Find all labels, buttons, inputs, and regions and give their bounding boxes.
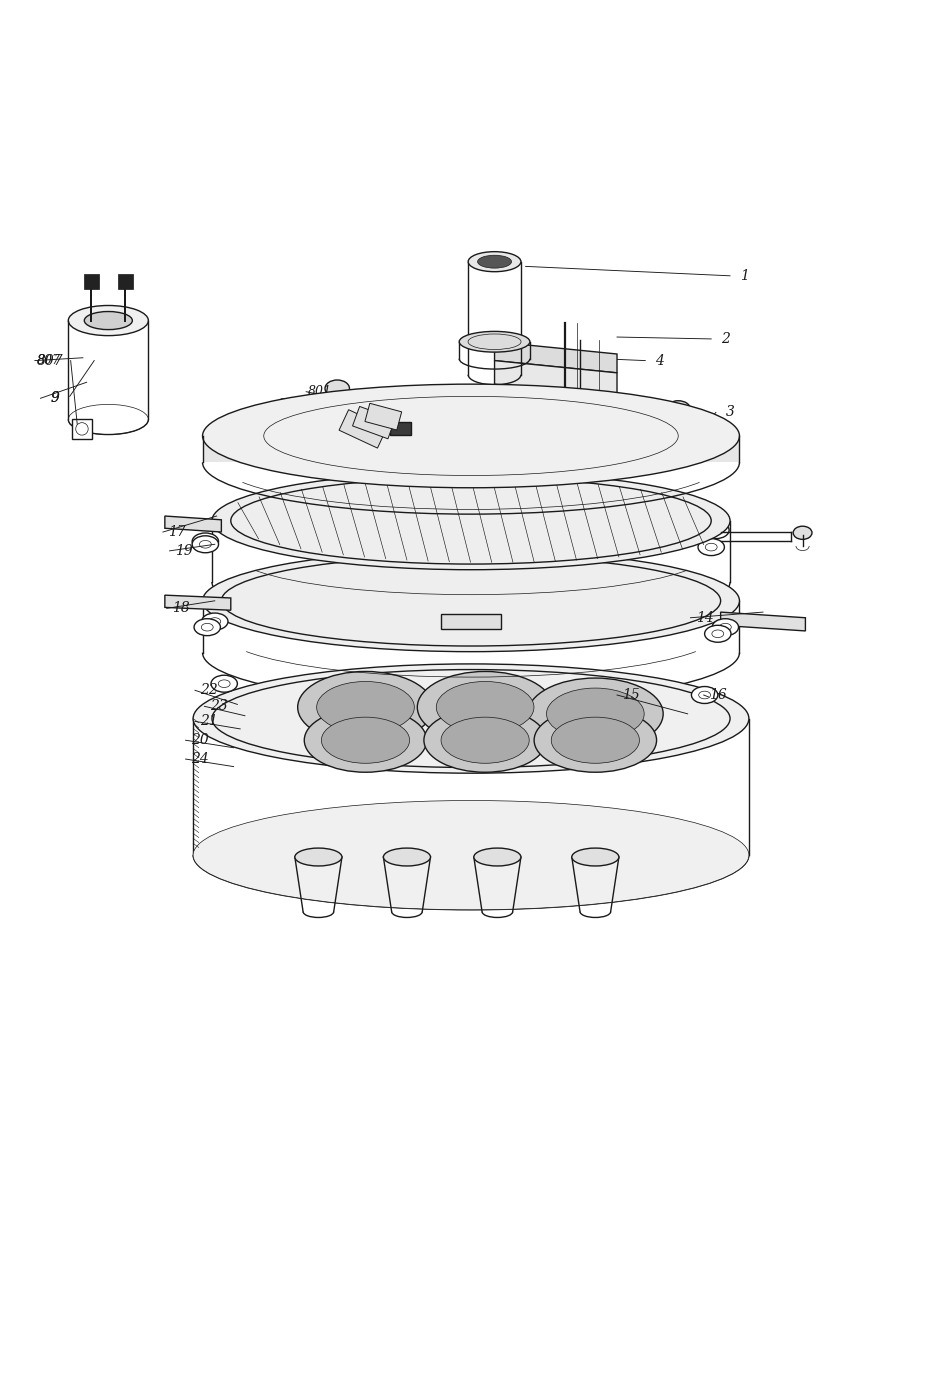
Polygon shape [495, 342, 617, 373]
Ellipse shape [212, 471, 730, 570]
Ellipse shape [546, 688, 644, 739]
Text: 1: 1 [739, 268, 749, 282]
Text: 3: 3 [725, 406, 735, 420]
Ellipse shape [698, 539, 724, 556]
Text: 18: 18 [172, 602, 189, 616]
Polygon shape [352, 406, 395, 439]
Text: 21: 21 [201, 714, 218, 728]
Text: 7: 7 [257, 432, 267, 446]
Text: 23: 23 [210, 699, 227, 713]
Text: 9: 9 [50, 391, 59, 406]
Ellipse shape [202, 613, 228, 630]
Ellipse shape [474, 848, 521, 866]
Ellipse shape [194, 619, 220, 635]
FancyBboxPatch shape [441, 614, 501, 630]
Text: 22: 22 [201, 684, 218, 698]
Ellipse shape [551, 717, 640, 763]
Ellipse shape [468, 252, 521, 271]
Polygon shape [495, 360, 617, 396]
Ellipse shape [295, 848, 342, 866]
Ellipse shape [321, 717, 410, 763]
Polygon shape [165, 516, 221, 532]
FancyBboxPatch shape [118, 274, 133, 289]
Text: 807: 807 [37, 354, 61, 367]
Ellipse shape [200, 538, 211, 545]
Ellipse shape [211, 676, 237, 692]
Ellipse shape [534, 708, 657, 773]
Ellipse shape [436, 681, 534, 733]
Ellipse shape [703, 521, 729, 539]
Text: 20: 20 [191, 733, 208, 748]
Ellipse shape [441, 717, 529, 763]
Ellipse shape [424, 708, 546, 773]
Ellipse shape [193, 664, 749, 773]
Text: 6: 6 [276, 398, 285, 411]
Ellipse shape [699, 691, 710, 699]
Text: 17: 17 [169, 525, 186, 539]
Ellipse shape [192, 532, 219, 550]
Text: 16: 16 [709, 688, 726, 702]
FancyBboxPatch shape [72, 418, 92, 439]
Ellipse shape [417, 671, 553, 744]
Text: 4: 4 [655, 353, 664, 367]
Ellipse shape [528, 678, 663, 749]
Ellipse shape [203, 384, 739, 488]
Ellipse shape [209, 617, 220, 626]
Polygon shape [339, 410, 387, 448]
Ellipse shape [193, 801, 749, 910]
Ellipse shape [720, 623, 731, 631]
Ellipse shape [68, 306, 149, 335]
Polygon shape [721, 612, 805, 631]
Text: 9: 9 [50, 391, 59, 406]
FancyBboxPatch shape [390, 421, 411, 435]
Ellipse shape [304, 708, 427, 773]
Ellipse shape [706, 543, 717, 550]
Ellipse shape [383, 848, 430, 866]
Text: 2: 2 [721, 332, 730, 346]
Ellipse shape [793, 527, 812, 539]
Ellipse shape [705, 626, 731, 642]
Polygon shape [165, 595, 231, 610]
Ellipse shape [203, 550, 739, 652]
Ellipse shape [315, 496, 335, 512]
Text: 19: 19 [175, 543, 192, 557]
Ellipse shape [325, 379, 349, 398]
FancyBboxPatch shape [84, 274, 99, 289]
Ellipse shape [298, 671, 433, 744]
Ellipse shape [192, 535, 219, 553]
Text: 5: 5 [285, 413, 295, 427]
Text: 807: 807 [37, 353, 63, 367]
Ellipse shape [691, 687, 718, 703]
Ellipse shape [219, 680, 230, 688]
Ellipse shape [200, 541, 211, 548]
Ellipse shape [666, 400, 690, 417]
Ellipse shape [202, 623, 213, 631]
Text: 24: 24 [191, 752, 208, 766]
Ellipse shape [459, 331, 529, 352]
Polygon shape [203, 436, 739, 463]
Ellipse shape [572, 848, 619, 866]
Text: 14: 14 [696, 610, 713, 624]
Ellipse shape [317, 681, 414, 733]
Polygon shape [365, 403, 401, 430]
Ellipse shape [712, 619, 739, 635]
Ellipse shape [712, 630, 723, 638]
Ellipse shape [478, 256, 512, 268]
Ellipse shape [710, 527, 722, 534]
Text: 15: 15 [623, 688, 640, 702]
Text: 801: 801 [308, 385, 333, 398]
Ellipse shape [85, 311, 132, 329]
